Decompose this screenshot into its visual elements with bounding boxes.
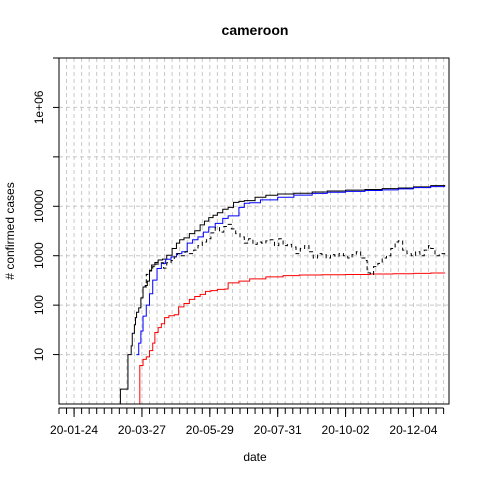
grid-lines xyxy=(58,57,449,405)
x-tick-label: 20-07-31 xyxy=(254,423,302,437)
series-line-2 xyxy=(136,186,446,356)
y-tick-label: 10 xyxy=(32,348,46,362)
x-axis: 20-01-24 20-03-27 20-05-29 20-07-31 20-10-02… xyxy=(50,407,445,437)
x-axis-label: date xyxy=(243,450,267,464)
x-tick-label: 20-03-27 xyxy=(118,423,166,437)
y-tick-label: 10000 xyxy=(32,189,46,223)
series-line-3 xyxy=(138,272,446,405)
x-tick-label: 20-01-24 xyxy=(50,423,98,437)
y-tick-label: 1000 xyxy=(32,242,46,269)
chart-title: cameroon xyxy=(222,22,289,38)
series-line-1 xyxy=(119,184,446,405)
y-tick-label: 100 xyxy=(32,295,46,315)
x-tick-label: 20-12-04 xyxy=(389,423,437,437)
y-axis-label: # confirmed cases xyxy=(3,182,17,279)
series-line-4 xyxy=(143,223,446,288)
x-tick-label: 20-05-29 xyxy=(186,423,234,437)
x-tick-label: 20-10-02 xyxy=(322,423,370,437)
y-axis: 10 100 1000 10000 1e+06 xyxy=(32,57,60,362)
y-tick-label: 1e+06 xyxy=(32,90,46,124)
series-layer xyxy=(119,184,446,405)
